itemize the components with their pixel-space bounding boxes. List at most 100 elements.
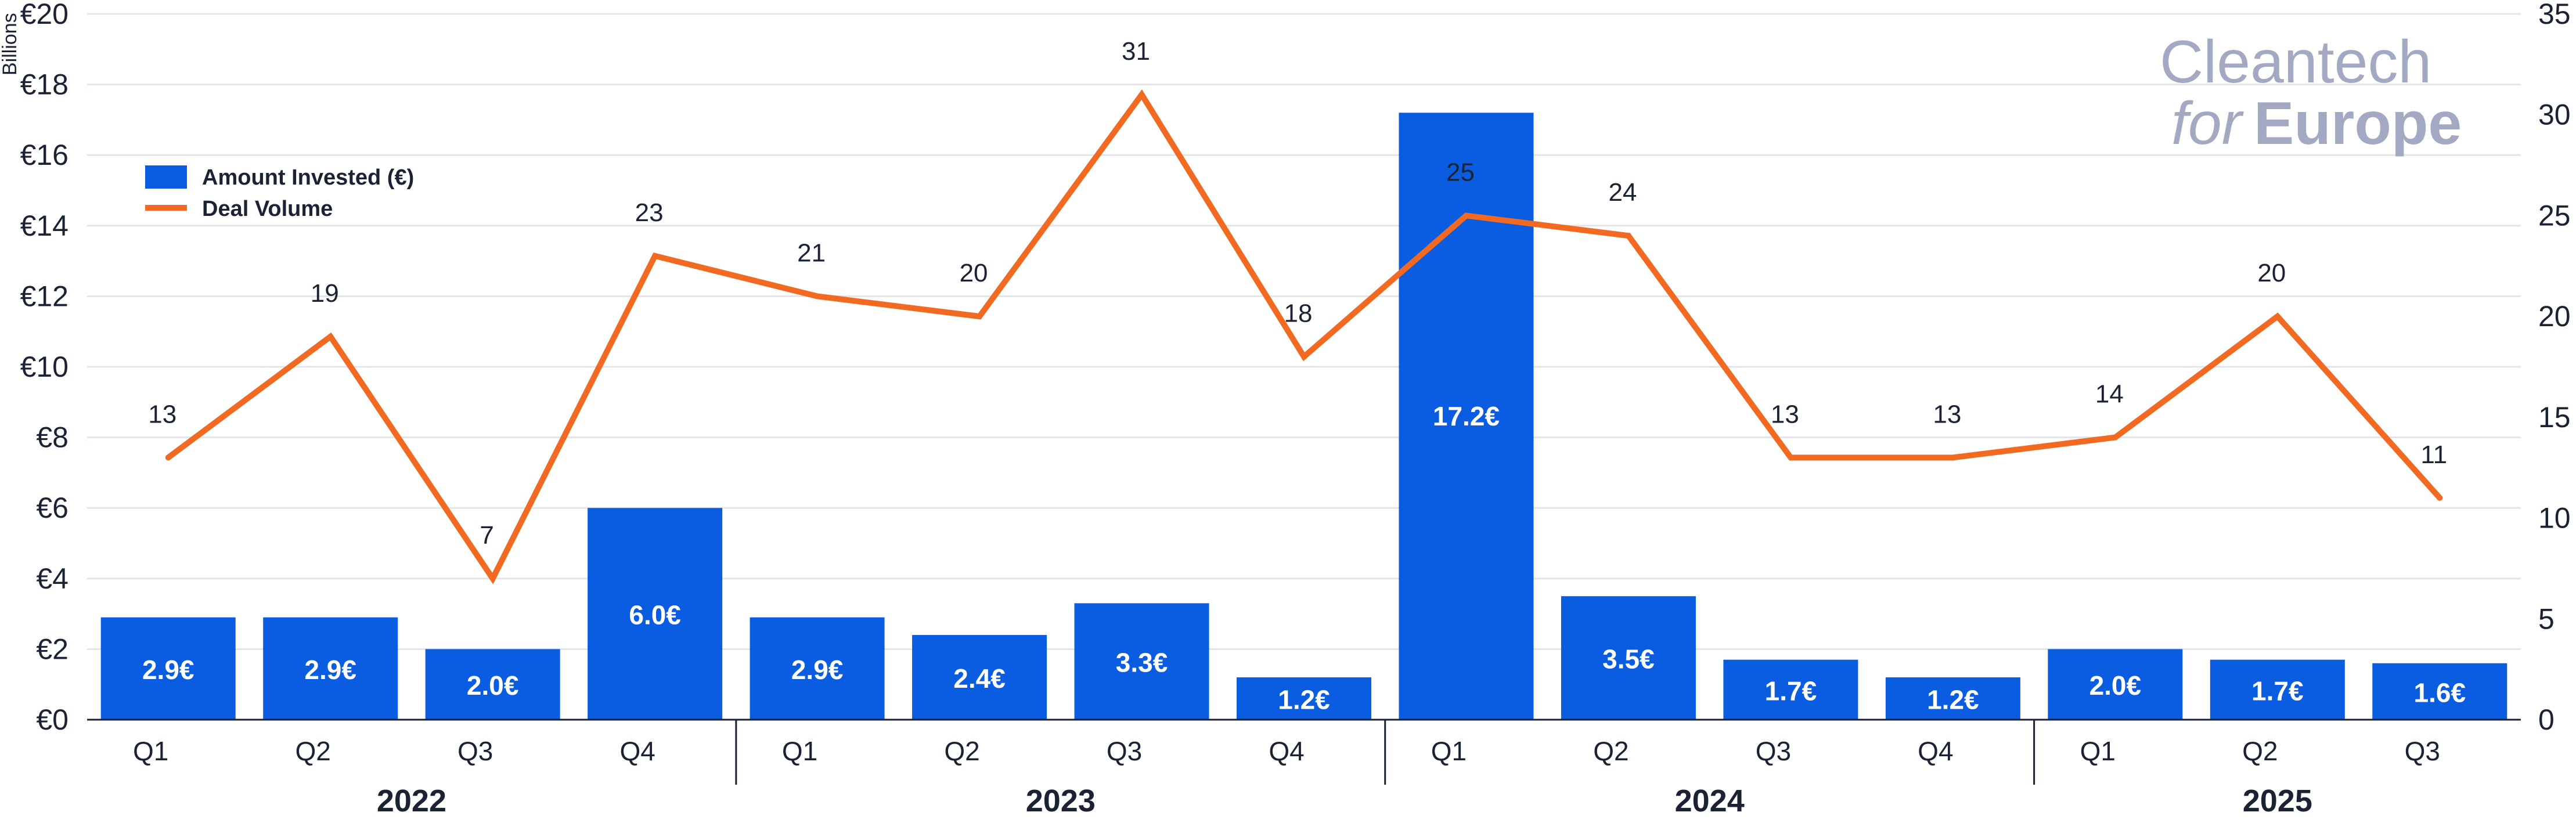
y-left-tick: €18 [20, 68, 69, 101]
bar [1885, 677, 2020, 720]
y-right-tick: 35 [2538, 0, 2571, 30]
line-point [1950, 454, 1956, 461]
legend: Amount Invested (€) Deal Volume [145, 165, 414, 221]
line-point [1788, 454, 1794, 461]
y-right-tick: 25 [2538, 199, 2571, 232]
line-label: 25 [1446, 158, 1475, 186]
logo-line2-europe: Europe [2254, 90, 2462, 157]
bar-label: 1.7€ [2251, 676, 2304, 706]
y-right-tick: 20 [2538, 300, 2571, 333]
y-left-tick: €12 [20, 280, 69, 312]
left-axis-ticks: €0 €2 €4 €6 €8 €10 €12 €14 €16 €18 €20 [20, 0, 69, 736]
bar [750, 617, 885, 720]
bar-label: 2.0€ [467, 670, 519, 701]
bar [100, 617, 236, 720]
line-point [2112, 434, 2119, 441]
line-point [1301, 353, 1307, 360]
line-label: 13 [1933, 400, 1961, 428]
bar [1561, 596, 1696, 720]
line-value-labels: 13 19 7 23 21 20 31 18 25 24 13 13 14 20 11 [148, 37, 2447, 550]
bar-label: 2.4€ [953, 663, 1006, 694]
x-tick-label: Q1 [1431, 736, 1467, 766]
y-left-tick: €16 [20, 139, 69, 171]
year-label: 2023 [1026, 784, 1096, 818]
y-left-tick: €8 [36, 421, 69, 454]
bar [425, 649, 560, 720]
line-label: 23 [635, 198, 664, 227]
year-label: 2022 [377, 784, 446, 818]
legend-bar-swatch [145, 165, 187, 189]
line-point [165, 454, 171, 461]
bar-label: 17.2€ [1433, 401, 1500, 431]
line-point [1625, 233, 1631, 239]
bar-label: 1.7€ [1765, 676, 1817, 706]
legend-line-label: Deal Volume [202, 197, 333, 221]
line-point [977, 313, 983, 320]
bar [2210, 659, 2345, 720]
y-right-tick: 30 [2538, 99, 2571, 131]
line-point [2437, 494, 2443, 501]
y-axis-label: Billions [0, 13, 21, 75]
y-left-tick: €4 [36, 562, 69, 595]
bars-series [100, 113, 2507, 720]
bar-label: 2.9€ [791, 655, 844, 685]
line-point [1139, 91, 1145, 98]
bar [263, 617, 398, 720]
x-axis: Q1 Q2 Q3 Q4 Q1 Q2 Q3 Q4 Q1 Q2 Q3 Q4 Q1 Q2 Q3 2022 2023 20… [87, 719, 2521, 818]
bar-label: 6.0€ [629, 600, 681, 630]
line-label: 31 [1122, 37, 1150, 66]
cleantech-logo: Cleantech for Europe [2160, 28, 2462, 157]
bar [1237, 677, 1371, 720]
bar-label: 3.3€ [1116, 648, 1168, 678]
bar-label: 2.0€ [2089, 670, 2142, 701]
bar-label: 3.5€ [1602, 644, 1655, 674]
bar [1074, 603, 1209, 720]
x-tick-label: Q3 [457, 736, 493, 766]
year-label: 2025 [2243, 784, 2312, 818]
y-left-tick: €2 [36, 633, 69, 665]
legend-bar-label: Amount Invested (€) [202, 165, 414, 190]
bar-value-labels: 2.9€ 2.9€ 2.0€ 6.0€ 2.9€ 2.4€ 3.3€ 1.2€ 17.2€ 3.5… [142, 401, 2466, 714]
line-label: 19 [311, 279, 339, 308]
y-left-tick: €20 [20, 0, 69, 30]
line-point [652, 252, 658, 259]
bar [2048, 649, 2183, 720]
y-left-tick: €0 [36, 703, 69, 736]
logo-line1: Cleantech [2160, 28, 2431, 96]
line-point [814, 293, 820, 299]
x-tick-label: Q4 [1918, 736, 1953, 766]
line-label: 20 [2257, 259, 2286, 287]
x-tick-label: Q3 [2405, 736, 2440, 766]
x-tick-label: Q1 [782, 736, 817, 766]
line-label: 24 [1608, 178, 1637, 207]
x-tick-label: Q4 [1269, 736, 1304, 766]
y-right-tick: 0 [2538, 703, 2555, 736]
x-tick-label: Q1 [2080, 736, 2116, 766]
line-label: 21 [797, 239, 826, 267]
x-tick-label: Q3 [1107, 736, 1142, 766]
y-left-tick: €6 [36, 492, 69, 524]
line-label: 14 [2095, 380, 2124, 409]
x-tick-label: Q2 [944, 736, 979, 766]
legend-line-swatch [145, 205, 187, 211]
line-point [327, 333, 334, 340]
x-tick-label: Q2 [296, 736, 331, 766]
line-point [2274, 313, 2280, 320]
y-left-tick: €10 [20, 351, 69, 383]
x-tick-label: Q3 [1756, 736, 1791, 766]
line-label: 13 [148, 400, 176, 428]
y-right-tick: 15 [2538, 401, 2571, 434]
bar-label: 2.9€ [142, 655, 194, 685]
line-label: 7 [480, 521, 493, 550]
deal-volume-line [166, 89, 2442, 584]
bar [912, 635, 1047, 720]
x-tick-label: Q1 [133, 736, 168, 766]
gridlines [87, 13, 2521, 650]
line-label: 13 [1771, 400, 1799, 428]
bar [588, 508, 723, 720]
y-left-tick: €14 [20, 210, 69, 242]
bar-label: 1.2€ [1927, 685, 1979, 715]
logo-line2-for: for [2171, 90, 2244, 157]
line-label: 18 [1284, 299, 1313, 328]
